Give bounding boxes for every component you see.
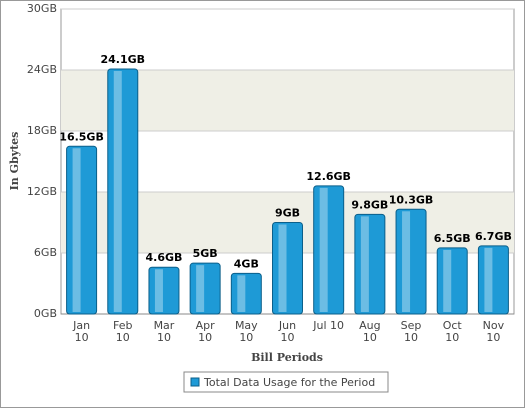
bar xyxy=(107,68,139,315)
y-tick-label: 6GB xyxy=(34,246,57,259)
data-label: 6.7GB xyxy=(475,230,512,243)
data-label: 10.3GB xyxy=(389,193,434,206)
legend-swatch xyxy=(190,377,200,387)
data-label: 4.6GB xyxy=(146,251,183,264)
x-tick-label: Jun 10 xyxy=(278,319,297,344)
data-label: 6.5GB xyxy=(434,232,471,245)
bar-highlight xyxy=(360,216,369,312)
x-axis-title: Bill Periods xyxy=(251,351,323,364)
y-tick-label: 30GB xyxy=(27,2,57,15)
bar xyxy=(230,272,262,315)
data-label: 12.6GB xyxy=(306,170,351,183)
bar xyxy=(272,222,303,315)
bar-highlight xyxy=(484,247,493,312)
x-tick-label: Oct 10 xyxy=(442,319,462,344)
data-label: 5GB xyxy=(193,247,218,260)
bar-highlight xyxy=(196,265,205,312)
data-label: 16.5GB xyxy=(59,130,104,143)
x-tick-label: Sep 10 xyxy=(400,319,422,344)
bar-highlight xyxy=(278,224,287,312)
x-tick-label: Feb 10 xyxy=(113,319,133,344)
bar xyxy=(313,185,345,315)
x-tick-label: Jan 10 xyxy=(73,319,91,344)
x-tick-label: Nov 10 xyxy=(482,319,505,344)
y-axis-title: In Gbytes xyxy=(8,132,21,191)
x-tick-label: Apr 10 xyxy=(195,319,215,344)
bar xyxy=(189,262,221,315)
data-label: 9.8GB xyxy=(351,198,388,211)
bar xyxy=(395,208,427,315)
x-tick-label: Aug 10 xyxy=(359,319,381,344)
x-tick-label: May 10 xyxy=(234,319,258,344)
data-label: 9GB xyxy=(275,207,300,220)
bar-highlight xyxy=(402,211,411,312)
bar xyxy=(354,213,386,315)
data-label: 24.1GB xyxy=(100,53,145,66)
x-tick-label: Mar 10 xyxy=(153,319,175,344)
bar xyxy=(66,145,98,315)
y-tick-label: 12GB xyxy=(27,185,57,198)
bar-highlight xyxy=(154,269,163,312)
bar xyxy=(148,266,180,315)
bar-highlight xyxy=(443,249,452,312)
bar-highlight xyxy=(237,275,246,312)
y-tick-label: 24GB xyxy=(27,63,57,76)
bar xyxy=(436,247,468,315)
legend-box xyxy=(183,371,389,393)
bar-highlight xyxy=(72,148,81,312)
y-tick-label: 0GB xyxy=(34,307,57,320)
bar-highlight xyxy=(113,70,122,312)
y-tick-label: 18GB xyxy=(27,124,57,137)
data-label: 4GB xyxy=(234,257,259,270)
bar xyxy=(477,245,509,315)
bar-highlight xyxy=(319,187,328,312)
legend-label: Total Data Usage for the Period xyxy=(203,376,375,389)
x-tick-label: Jul 10 xyxy=(313,319,345,332)
